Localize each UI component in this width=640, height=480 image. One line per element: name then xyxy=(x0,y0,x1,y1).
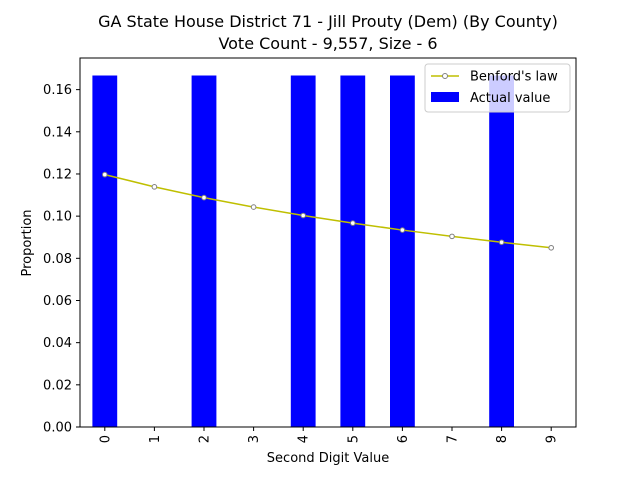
benford-line-series xyxy=(102,171,555,251)
x-axis-label: Second Digit Value xyxy=(267,451,389,466)
plot-frame xyxy=(79,57,577,428)
bar-digit-8 xyxy=(489,75,514,427)
y-axis-label: Proportion xyxy=(20,209,35,276)
x-tick-label: 2 xyxy=(198,435,213,443)
benford-point-3 xyxy=(250,204,257,210)
y-axis: 0.00 0.02 0.04 0.06 0.08 0.10 0.12 0.14 0.16 xyxy=(43,83,80,436)
x-tick-label: 9 xyxy=(545,435,560,443)
benford-point-0 xyxy=(102,171,108,178)
y-tick-label: 0.10 xyxy=(43,210,72,225)
benford-point-9 xyxy=(548,244,555,251)
legend-label-actual: Actual value xyxy=(470,91,550,106)
benford-point-8 xyxy=(498,239,505,246)
bar-digit-6 xyxy=(390,75,415,427)
legend-label-benford: Benford's law xyxy=(470,70,558,85)
bar-digit-2 xyxy=(191,75,217,427)
x-tick-label: 5 xyxy=(346,435,361,443)
bar-digit-5 xyxy=(340,75,366,427)
chart-title-line2: Vote Count - 9,557, Size - 6 xyxy=(218,34,437,53)
x-tick-label: 4 xyxy=(297,435,312,443)
x-tick-label: 3 xyxy=(247,435,262,443)
x-tick-label: 1 xyxy=(148,435,163,443)
y-tick-label: 0.04 xyxy=(43,336,72,351)
legend: Benford's law Actual value xyxy=(424,63,571,113)
y-tick-label: 0.06 xyxy=(43,294,72,309)
bar-series xyxy=(92,75,514,427)
x-tick-label: 8 xyxy=(495,435,510,443)
x-tick-label: 7 xyxy=(446,435,461,443)
chart-title-line1: GA State House District 71 - Jill Prouty… xyxy=(98,12,558,31)
x-tick-label: 0 xyxy=(98,435,113,443)
benford-line xyxy=(104,173,552,249)
legend-actual-bar-swatch xyxy=(431,92,459,102)
y-tick-label: 0.08 xyxy=(43,252,72,267)
y-tick-label: 0.16 xyxy=(43,83,72,98)
benford-point-1 xyxy=(151,184,158,190)
y-tick-label: 0.00 xyxy=(43,421,72,436)
benford-point-6 xyxy=(399,227,406,233)
y-tick-label: 0.12 xyxy=(43,167,72,182)
bar-digit-4 xyxy=(290,75,316,427)
benford-point-2 xyxy=(201,194,207,201)
bar-digit-0 xyxy=(92,75,118,427)
legend-benford-marker-swatch xyxy=(442,73,448,79)
benford-point-5 xyxy=(350,220,356,226)
y-tick-label: 0.14 xyxy=(43,125,72,140)
y-tick-label: 0.02 xyxy=(43,378,72,393)
benford-point-4 xyxy=(300,212,307,219)
benford-point-7 xyxy=(449,233,455,240)
x-axis: 0 1 2 3 4 5 6 7 8 9 xyxy=(98,427,560,443)
legend-box xyxy=(424,63,571,113)
x-tick-label: 6 xyxy=(396,435,411,443)
